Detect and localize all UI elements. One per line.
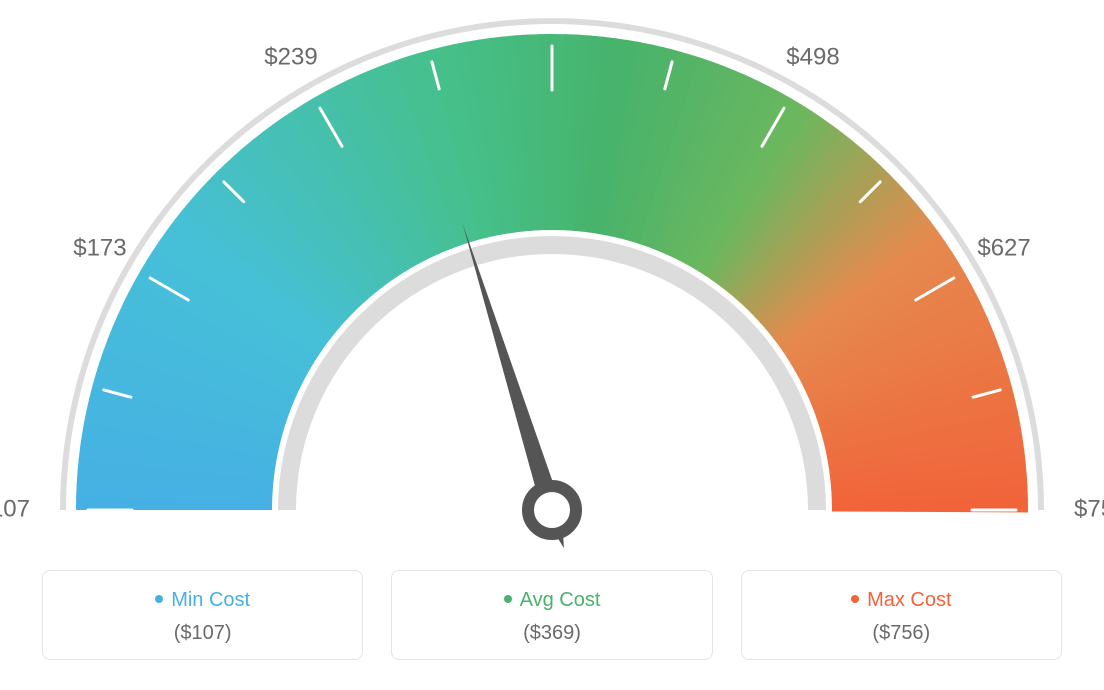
legend-title: Max Cost (742, 589, 1061, 612)
tick-label: $498 (786, 43, 839, 70)
legend-title: Avg Cost (392, 589, 711, 612)
tick-label: $239 (264, 43, 317, 70)
gauge-needle (463, 224, 562, 513)
legend-dot-icon (851, 595, 859, 603)
needle-hub (528, 486, 576, 534)
legend-card: Min Cost ($107) (42, 570, 363, 660)
legend-dot-icon (155, 595, 163, 603)
legend-dot-icon (504, 595, 512, 603)
legend-label: Avg Cost (520, 589, 601, 611)
legend-value: ($107) (43, 622, 362, 645)
cost-gauge: $107$173$239$369$498$627$756 (0, 0, 1104, 560)
legend-row: Min Cost ($107) Avg Cost ($369) Max Cost ($75… (0, 570, 1104, 660)
legend-value: ($369) (392, 622, 711, 645)
legend-label: Min Cost (171, 589, 250, 611)
legend-title: Min Cost (43, 589, 362, 612)
legend-label: Max Cost (867, 589, 951, 611)
legend-card: Avg Cost ($369) (391, 570, 712, 660)
colored-arc (76, 34, 1028, 512)
tick-label: $173 (73, 234, 126, 261)
tick-label: $107 (0, 495, 30, 522)
gauge-svg: $107$173$239$369$498$627$756 (0, 0, 1104, 560)
tick-label: $627 (977, 234, 1030, 261)
tick-label: $756 (1074, 495, 1104, 522)
legend-value: ($756) (742, 622, 1061, 645)
legend-card: Max Cost ($756) (741, 570, 1062, 660)
